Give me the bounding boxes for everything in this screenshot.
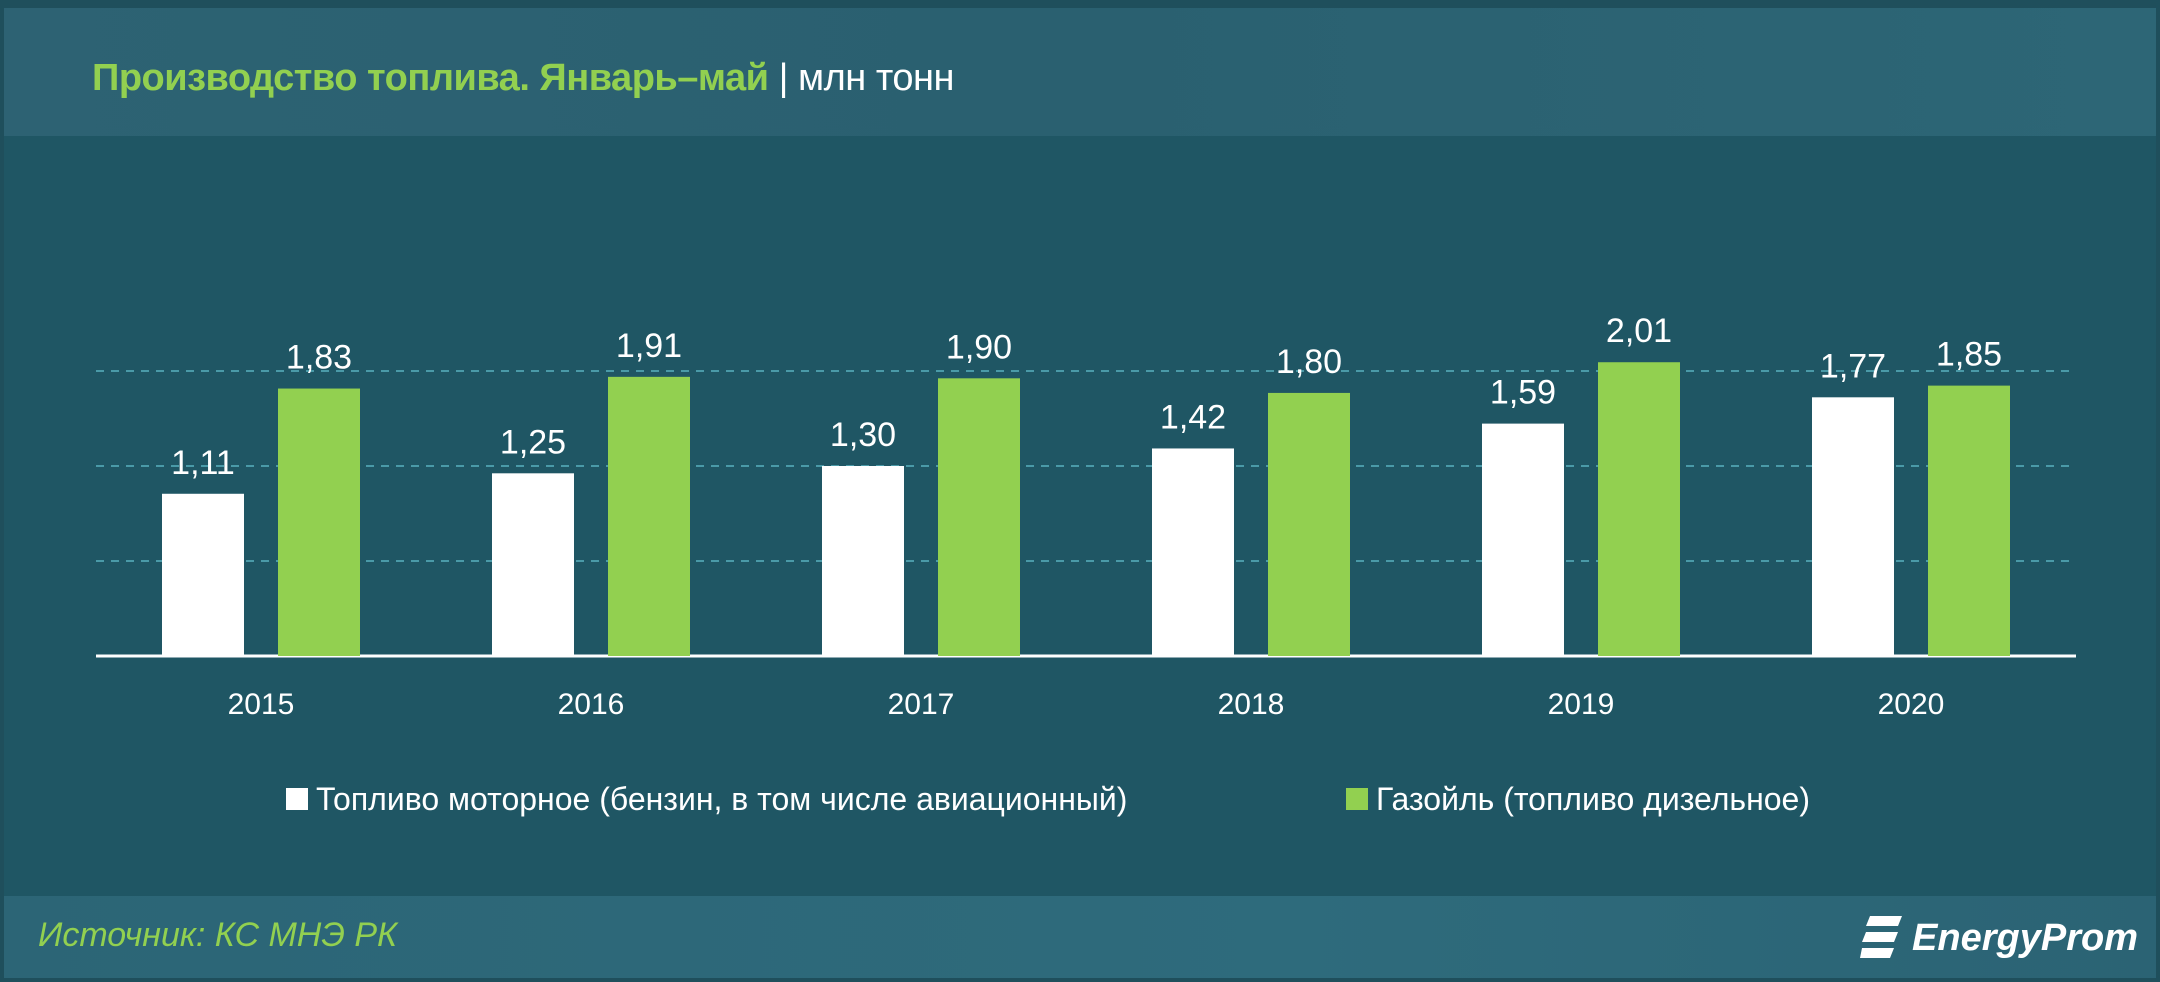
chart-area: 1,11 1,83 2015 1,25 1,91 2016 1,30 1,90 2017 1,42…: [4, 136, 2156, 896]
title-text: Производство топлива. Январь–май: [92, 57, 769, 99]
brand-logo: EnergyProm: [1860, 910, 2138, 966]
chart-frame: Производство топлива. Январь–май | млн т…: [4, 8, 2156, 978]
title-unit: млн тонн: [798, 57, 954, 99]
bar-gasoil: [1928, 385, 2010, 656]
chart-header: Производство топлива. Январь–май | млн т…: [4, 8, 2156, 136]
x-tick-label: 2017: [888, 688, 955, 721]
x-tick-label: 2015: [228, 688, 295, 721]
bar-gasoil: [608, 376, 690, 656]
data-label: 1,77: [1820, 347, 1886, 385]
data-label: 1,85: [1936, 336, 2002, 374]
bar-gasoil: [278, 388, 360, 656]
energyprom-logo-icon: [1860, 916, 1903, 958]
legend-label-gasoil: Газойль (топливо дизельное): [1376, 781, 1810, 817]
bar-motor-fuel: [492, 473, 574, 656]
data-label: 1,11: [171, 444, 235, 482]
bar-motor-fuel: [1812, 397, 1894, 656]
bar-motor-fuel: [822, 466, 904, 656]
bar-motor-fuel: [1152, 448, 1234, 656]
data-label: 1,59: [1490, 374, 1556, 412]
bar-gasoil: [1598, 362, 1680, 656]
x-tick-label: 2019: [1548, 688, 1615, 721]
data-label: 1,30: [830, 416, 896, 454]
bar-motor-fuel: [162, 493, 244, 656]
chart-title: Производство топлива. Январь–май | млн т…: [92, 54, 954, 102]
data-label: 1,25: [500, 423, 566, 461]
x-tick-label: 2018: [1218, 688, 1285, 721]
data-label: 1,90: [946, 328, 1012, 366]
title-separator: |: [778, 57, 789, 99]
data-label: 1,83: [286, 339, 352, 377]
data-label: 2,01: [1606, 312, 1672, 350]
legend-swatch-gasoil: [1346, 788, 1368, 810]
bar-gasoil: [1268, 392, 1350, 656]
logo-text: EnergyProm: [1912, 916, 2138, 959]
chart-footer: Источник: КС МНЭ РК EnergyProm: [4, 896, 2156, 978]
legend-label-motor-fuel: Топливо моторное (бензин, в том числе ав…: [316, 781, 1127, 817]
data-label: 1,91: [616, 327, 682, 365]
data-label: 1,80: [1276, 343, 1342, 381]
data-label: 1,42: [1160, 398, 1226, 436]
bar-gasoil: [938, 378, 1020, 656]
bar-motor-fuel: [1482, 423, 1564, 656]
legend-swatch-motor-fuel: [286, 788, 308, 810]
x-tick-label: 2020: [1878, 688, 1945, 721]
x-tick-label: 2016: [558, 688, 625, 721]
bar-chart: 1,11 1,83 2015 1,25 1,91 2016 1,30 1,90 2017 1,42…: [96, 312, 2076, 817]
source-note: Источник: КС МНЭ РК: [38, 916, 398, 954]
